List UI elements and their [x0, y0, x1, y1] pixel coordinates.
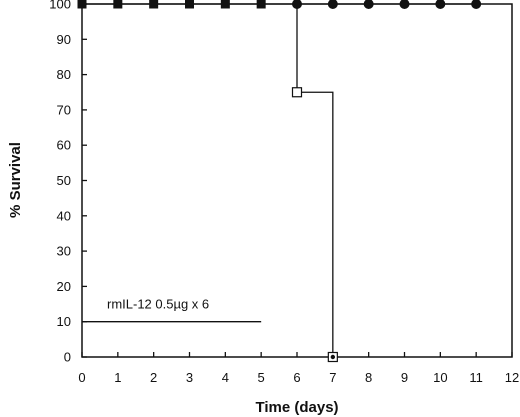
x-tick-label: 10: [433, 370, 447, 385]
filled-circle-marker: [399, 0, 410, 9]
x-tick-label: 9: [401, 370, 408, 385]
filled-circle-marker: [363, 0, 374, 9]
x-tick-label: 7: [329, 370, 336, 385]
y-tick-label: 20: [57, 279, 71, 294]
x-tick-label: 5: [258, 370, 265, 385]
y-tick-label: 80: [57, 67, 71, 82]
y-tick-label: 50: [57, 173, 71, 188]
filled-square-marker: [256, 0, 266, 9]
y-tick-label: 0: [64, 350, 71, 365]
marker-layer: [77, 0, 482, 363]
y-tick-label: 10: [57, 314, 71, 329]
y-axis-title: % Survival: [7, 142, 24, 218]
treatment-annotation: rmIL-12 0.5µg x 6: [107, 297, 209, 312]
x-tick-label: 0: [78, 370, 85, 385]
y-tick-label: 40: [57, 208, 71, 223]
x-tick-label: 6: [293, 370, 300, 385]
y-tick-label: 60: [57, 138, 71, 153]
filled-circle-marker: [292, 0, 302, 9]
x-tick-label: 4: [222, 370, 229, 385]
annotation-layer: rmIL-12 0.5µg x 6: [82, 297, 262, 323]
filled-circle-marker: [471, 0, 482, 9]
filled-circle-marker: [327, 0, 338, 9]
filled-circle-marker: [435, 0, 446, 9]
y-tick-label: 30: [57, 244, 71, 259]
x-tick-label: 12: [505, 370, 519, 385]
y-tick-label: 70: [57, 102, 71, 117]
filled-square-marker: [149, 0, 159, 9]
filled-square-marker: [220, 0, 230, 9]
x-tick-label: 11: [469, 370, 483, 385]
x-tick-label: 1: [114, 370, 121, 385]
y-tick-label: 100: [49, 0, 71, 12]
filled-square-marker: [77, 0, 87, 9]
x-tick-label: 8: [365, 370, 372, 385]
x-tick-label: 3: [186, 370, 193, 385]
series-line-1: [261, 3, 334, 357]
x-tick-label: 2: [150, 370, 157, 385]
x-axis-title: Time (days): [255, 399, 338, 416]
y-tick-label: 90: [57, 32, 71, 47]
filled-square-marker: [185, 0, 194, 9]
open-square-marker: [291, 87, 303, 98]
center-dot-marker: [330, 354, 336, 360]
filled-square-marker: [113, 0, 123, 9]
y-axis: 0 10 20 30 40 50 60 70 80 90 100: [49, 0, 87, 365]
